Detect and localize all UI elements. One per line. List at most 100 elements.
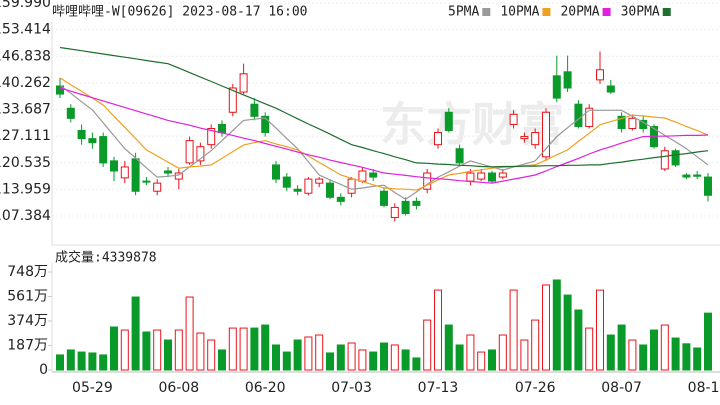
volume-bar [326,352,334,371]
candle-body [88,138,97,144]
candle-body [358,170,367,182]
candle-body [455,148,464,164]
volume-bar [498,334,507,371]
y-tick-label: 107.384 [0,208,51,224]
volume-bar [347,342,356,371]
candle-body [498,172,507,178]
volume-bar [282,351,291,371]
volume-bar [434,289,442,371]
volume-bar [585,327,594,371]
candle-body [682,174,691,178]
y-tick-label: 127.111 [0,128,51,144]
candle-body [228,87,237,113]
candle-body [315,178,324,184]
y-tick-label: 113.959 [0,181,51,197]
candle-body [466,172,475,182]
candle-body [347,178,356,194]
volume-bar [444,324,453,371]
y-tick-label: 159.990 [0,0,51,11]
y-tick-label: 146.838 [0,48,51,64]
y-tick-label: 0 [39,362,48,378]
candle-body [261,115,270,134]
candle-body [207,127,216,146]
legend-swatch [542,8,551,16]
y-tick-label: 133.687 [0,102,51,118]
candle-body [336,196,345,202]
volume-bar [628,339,637,371]
candle-body [563,71,572,89]
candle-body [390,206,399,219]
candle-body [282,176,291,188]
volume-bar [250,327,259,371]
y-tick-label: 187万 [7,338,48,354]
volume-bar [164,339,172,371]
volume-bar [304,336,313,371]
candle-body [509,113,518,125]
volume-bar [552,279,561,371]
volume-bar [369,351,378,371]
volume-bar [412,357,421,371]
volume-bar [336,344,345,371]
ma-line [59,46,709,168]
legend-swatch [602,8,611,16]
volume-bar [261,324,270,371]
volume-bar [88,352,97,371]
candle-body [574,103,583,127]
y-tick-label: 748万 [7,264,48,280]
x-tick-label: 05-29 [72,380,113,396]
volume-bar [66,349,75,371]
ma-line [59,87,709,184]
candle-body [606,85,615,93]
volume-bar [77,351,86,371]
candle-body [293,188,302,192]
x-tick-label: 06-08 [158,380,199,396]
volume-bar [142,331,151,371]
y-tick-label: 153.414 [0,22,51,38]
legend-label: 20PMA [560,5,599,20]
ma-line [59,77,709,191]
volume-bar [120,329,129,371]
x-tick-label: 07-03 [331,380,372,396]
volume-bar [185,296,194,371]
y-tick-label: 374万 [7,313,48,329]
candle-body [596,69,604,81]
candle-body [434,132,442,146]
candle-body [272,164,280,180]
legend-swatch [482,8,491,16]
candle-body [110,160,118,172]
candle-body [542,111,550,158]
candle-body [326,182,334,198]
candle-body [239,73,248,93]
candle-body [66,107,75,119]
volume-bar [563,294,572,371]
volume-bar [99,354,108,371]
volume-bar [207,339,216,371]
volume-bar [574,309,583,371]
volume-bar [671,337,680,371]
volume-bar [639,344,648,371]
candle-body [412,200,421,206]
candle-body [401,200,410,215]
candle-body [693,174,702,177]
candle-body [142,180,151,183]
y-tick-label: 561万 [7,289,48,305]
candle-body [131,158,140,192]
volume-bar [293,339,302,371]
candle-body [250,103,259,117]
volume-bar [617,324,626,371]
candle-body [369,172,378,178]
candle-body [444,111,453,132]
candle-body [617,115,626,129]
candle-body [704,176,712,196]
volume-bar [228,327,237,371]
volume-bar [660,324,669,371]
volume-bar [704,312,712,371]
candle-body [585,107,594,127]
volume-bar [531,319,540,371]
x-tick-label: 08-17 [688,380,720,396]
volume-bar [239,327,248,371]
candle-body [477,172,486,180]
candle-body [77,130,86,140]
legend-label: 5PMA [448,5,479,20]
volume-bar [380,342,388,371]
